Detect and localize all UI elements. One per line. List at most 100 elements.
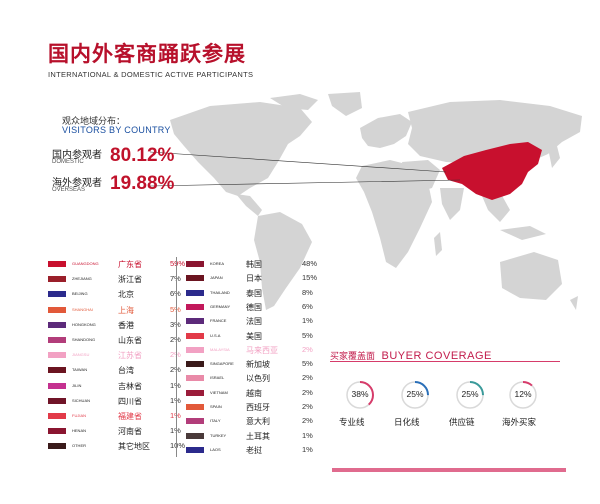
coverage-label: 供应链 [449,417,475,427]
legend-en-label: VIETNAM [210,389,228,395]
legend-swatch [48,321,66,328]
legend-swatch [48,261,66,267]
legend-swatch [186,375,204,382]
legend-divider [176,257,177,457]
legend-cn-label: 西班牙 [246,403,270,412]
legend-en-label: GUANGDONG [72,261,99,266]
overseas-connector [150,179,461,187]
legend-cn-label: 上海 [118,305,134,315]
legend-en-label: U.S.A [210,332,221,338]
legend-cn-label: 北京 [118,290,134,300]
legend-cn-label: 日本 [246,274,262,284]
coverage-ring [346,381,374,409]
legend-cn-label: 新加坡 [246,360,270,370]
legend-cn-label: 福建省 [118,412,142,421]
legend-cn-label: 以色列 [246,374,270,384]
legend-en-label: JAPAN [210,275,223,281]
coverage-ring [456,381,484,409]
legend-swatch [186,303,204,310]
legend-cn-label: 山东省 [118,336,142,345]
coverage-title-cn: 买家覆盖面 [330,351,376,361]
visitors-heading-cn: 观众地域分布： [62,116,126,126]
legend-swatch [186,361,204,368]
bottom-accent-bar [332,468,566,472]
domestic-value: 80.12% [110,145,175,166]
legend-en-label: BEIJING [72,291,88,297]
visitors-heading-en: VISITORS BY COUNTRY [62,125,171,135]
legend-pct: 2% [302,344,313,354]
overseas-label-cn: 海外参观者 [52,178,102,189]
legend-swatch [48,382,66,389]
legend-swatch [186,275,204,282]
coverage-pct: 38% [351,389,369,399]
overseas-value: 19.88% [110,173,175,194]
legend-pct: 5% [302,330,313,340]
domestic-label-en: DOMESTIC [52,159,84,165]
legend-pct: 6% [170,289,181,298]
coverage-ring [509,381,537,409]
legend-en-label: HONGKONG [72,321,96,327]
coverage-circle: 25% [400,380,430,410]
legend-en-label: SICHUAN [72,397,91,403]
legend-pct: 1% [302,316,313,326]
china-highlight [442,142,542,200]
legend-swatch [48,428,66,435]
legend-en-label: OTHER [72,443,86,449]
legend-pct: 2% [302,387,313,397]
coverage-pct: 25% [461,389,479,399]
legend-pct: 15% [302,273,318,283]
legend-cn-label: 意大利 [246,417,270,427]
legend-swatch [186,404,204,410]
legend-pct: 5% [302,359,313,369]
legend-pct: 59% [170,259,186,268]
legend-en-label: ITALY [210,418,221,424]
legend-cn-label: 吉林省 [118,381,142,391]
legend-en-label: ZHEJIANG [72,276,92,282]
legend-pct: 8% [302,287,313,297]
overseas-label-en: OVERSEAS [52,187,86,193]
legend-swatch [186,446,204,453]
legend-en-label: MALAYSIA [210,346,230,352]
legend-cn-label: 韩国 [246,260,262,269]
domestic-connector [150,151,447,173]
coverage-label: 专业线 [339,417,365,427]
legend-pct: 10% [170,441,186,451]
legend-pct: 48% [302,259,318,268]
legend-pct: 1% [302,444,313,454]
legend-pct: 7% [170,274,181,283]
coverage-circle: 12% [508,380,538,410]
coverage-pct: 12% [514,389,532,399]
world-map [150,92,582,310]
legend-swatch [48,397,66,404]
domestic-label-cn: 国内参观者 [52,150,102,161]
coverage-arc [456,381,484,409]
coverage-rule [330,361,560,362]
legend-en-label: GERMANY [210,303,231,309]
legend-swatch [48,276,66,283]
legend-en-label: TAIWAN [72,367,88,373]
legend-pct: 1% [170,381,181,390]
legend-en-label: HENAN [72,428,87,434]
legend-cn-label: 法国 [246,317,262,327]
legend-pct: 6% [302,301,313,311]
legend-cn-label: 台湾 [118,366,134,376]
legend-en-label: TURKEY [210,432,227,438]
legend-swatch [48,413,66,419]
coverage-circle: 38% [345,380,375,410]
coverage-title: 买家覆盖面 BUYER COVERAGE [330,349,492,362]
legend-swatch [186,389,204,396]
coverage-pct: 25% [406,389,424,399]
coverage-label: 日化线 [394,417,420,427]
legend-pct: 2% [170,335,181,344]
coverage-arc [401,381,429,409]
coverage-title-en: BUYER COVERAGE [381,350,492,362]
legend-en-label: THAILAND [210,289,230,295]
legend-en-label: LAOS [210,446,221,452]
legend-en-label: SINGAPORE [210,361,234,367]
legend-cn-label: 越南 [246,388,262,398]
legend-pct: 1% [170,411,181,420]
coverage-ring [401,381,429,409]
legend-en-label: ISRAEL [210,375,225,381]
legend-pct: 5% [170,305,181,314]
legend-cn-label: 土耳其 [246,431,270,441]
